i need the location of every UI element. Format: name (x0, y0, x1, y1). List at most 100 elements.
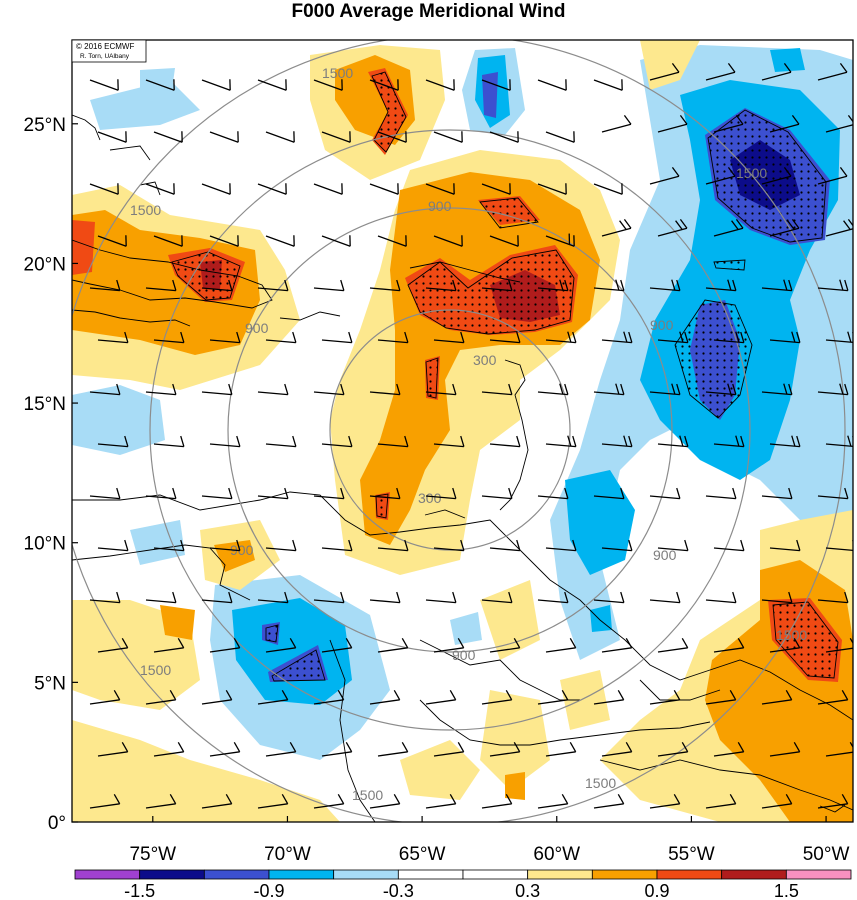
wind-barb (321, 131, 351, 143)
y-axis: 0° 5°N 10°N 15°N 20°N 25°N (24, 115, 78, 834)
wind-barb (761, 279, 793, 292)
wind-barb (377, 131, 407, 143)
wind-barb (825, 331, 853, 344)
colorbar-label: -0.9 (253, 881, 284, 900)
wind-barb (201, 79, 231, 91)
wind-barb (601, 115, 632, 133)
colorbar-swatch (721, 869, 787, 880)
wind-barb (481, 183, 511, 195)
wind-barb (593, 487, 625, 500)
wind-barb (649, 383, 681, 396)
ring-label-1500b: 1500 (736, 165, 767, 181)
wind-barb (817, 383, 849, 396)
wind-barb (545, 233, 575, 247)
wind-barb (313, 279, 345, 292)
wind-barb (713, 741, 745, 757)
wind-barb (145, 383, 177, 396)
wind-barb (657, 435, 689, 448)
wind-barb (537, 689, 569, 705)
wind-barb (201, 591, 233, 604)
wind-barb (489, 131, 519, 143)
wind-barb (369, 793, 401, 809)
map-plot-area: 300 300 900 900 900 900 900 900 1500 150… (72, 40, 853, 822)
colorbar-swatch (785, 869, 852, 880)
y-tick-label: 20°N (24, 254, 66, 275)
wind-barb (593, 79, 623, 91)
wind-barb (713, 637, 745, 653)
wind-barb (705, 167, 736, 185)
wind-barb (657, 331, 689, 344)
wind-barb (601, 741, 633, 757)
wind-barb (153, 235, 183, 247)
wind-barb (537, 591, 569, 604)
wind-barb (649, 487, 681, 500)
wind-barb (145, 689, 177, 705)
wind-barb (545, 331, 577, 344)
wind-barb (545, 435, 577, 448)
ring-label-900c: 900 (230, 542, 254, 558)
wind-barb (657, 637, 689, 653)
wind-barb (761, 383, 793, 396)
wind-barb (257, 279, 289, 292)
wind-barb (265, 637, 297, 653)
wind-barb (537, 183, 567, 195)
credit-line-1: © 2016 ECMWF (76, 42, 134, 51)
wind-barb (257, 793, 289, 809)
wind-barb (769, 435, 801, 448)
wind-barb (713, 331, 745, 344)
wind-barb (369, 183, 399, 195)
x-tick-label: 55°W (668, 844, 715, 865)
wind-barb (209, 235, 239, 247)
wind-barb (601, 637, 633, 653)
wind-barb (545, 539, 577, 552)
wind-barb (761, 487, 793, 500)
wind-barb (705, 591, 737, 604)
wind-barb (313, 183, 343, 195)
wind-barb (817, 487, 849, 500)
colorbar-label: -0.3 (383, 881, 414, 900)
wind-barb (425, 279, 457, 292)
wind-barb (705, 689, 737, 705)
wind-barb (153, 131, 183, 143)
wind-barb (713, 539, 745, 552)
wind-barb (769, 115, 800, 133)
wind-barb (425, 383, 457, 396)
colorbar-label: 0.9 (644, 881, 669, 900)
wind-barb (545, 741, 577, 757)
wind-barb (377, 235, 407, 247)
wind-barb (377, 331, 409, 344)
wind-barb (433, 741, 465, 757)
wind-barb (593, 591, 625, 604)
wind-barb (201, 689, 233, 705)
wind-barb (817, 591, 849, 604)
wind-barb (601, 539, 633, 552)
wind-barb (89, 689, 121, 705)
wind-barb (257, 591, 289, 604)
wind-barb (313, 591, 345, 604)
range-rings (72, 40, 846, 822)
wind-barb (545, 131, 575, 143)
wind-barb (145, 279, 177, 292)
wind-barb (705, 487, 737, 500)
plot-frame (71, 39, 854, 823)
wind-barb (761, 167, 792, 185)
wind-barb (657, 219, 688, 237)
wind-barb (657, 539, 689, 552)
wind-barb (649, 591, 681, 604)
credit-line-2: R. Torn, UAlbany (80, 53, 130, 60)
colorbar-swatch (139, 869, 205, 880)
wind-barb (425, 689, 457, 705)
wind-barb (209, 435, 241, 448)
ring-label-300b: 300 (418, 490, 442, 506)
wind-barb (593, 689, 625, 705)
wind-barb (89, 279, 121, 292)
wind-barb (425, 487, 457, 500)
wind-barb (433, 131, 463, 143)
wind-barb (313, 487, 345, 500)
wind-barb (537, 487, 569, 500)
wind-barb (145, 183, 175, 195)
x-tick-label: 50°W (803, 844, 850, 865)
wind-barb (657, 115, 688, 133)
wind-barb (265, 235, 295, 247)
wind-barb (321, 435, 353, 448)
